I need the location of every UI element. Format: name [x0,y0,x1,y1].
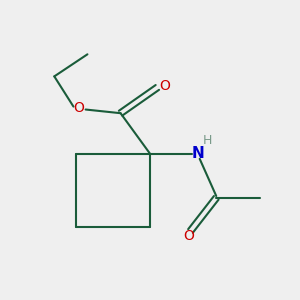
Text: N: N [191,146,204,161]
Text: H: H [202,134,212,147]
Text: O: O [159,79,170,93]
Text: O: O [73,101,84,115]
Text: O: O [183,230,194,244]
